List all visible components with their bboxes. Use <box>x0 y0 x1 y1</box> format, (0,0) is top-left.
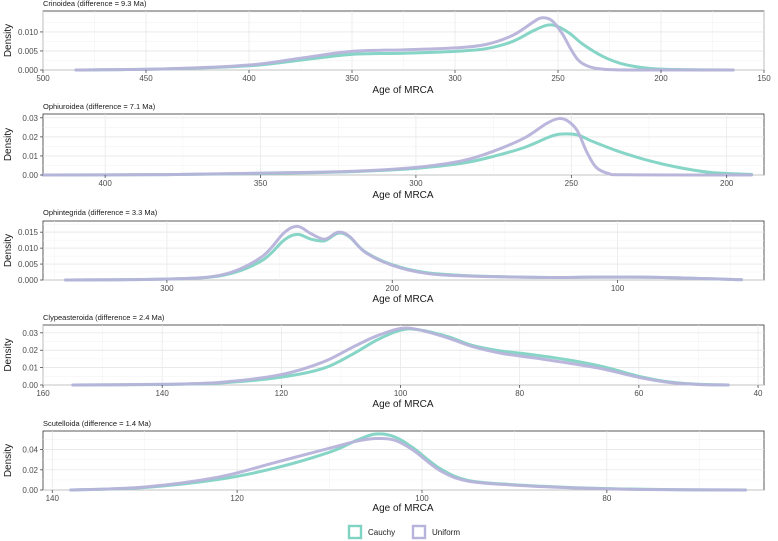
panel-title: Ophintegrida (difference = 3.3 Ma) <box>43 208 158 217</box>
y-tick-label: 0.04 <box>22 446 38 455</box>
x-tick-label: 120 <box>275 389 289 398</box>
x-tick-label: 140 <box>155 389 169 398</box>
plot-area <box>42 113 765 176</box>
y-tick-label: 0.005 <box>18 260 39 269</box>
y-tick-label: 0.015 <box>18 228 39 237</box>
plot-content: 400 350 300 250 200 0.00 0.01 0.02 0.03 <box>22 114 764 188</box>
x-tick-label: 140 <box>46 494 60 503</box>
legend-key-uniform <box>411 524 427 540</box>
x-tick-label: 450 <box>139 74 153 83</box>
panel-ophiuroidea: Ophiuroidea (difference = 7.1 Ma) 400 350… <box>3 102 765 201</box>
x-tick-label: 500 <box>36 74 50 83</box>
panel-title: Scutelloida (difference = 1.4 Ma) <box>43 419 152 428</box>
x-tick-label: 300 <box>409 179 423 188</box>
x-tick-label: 40 <box>754 389 763 398</box>
y-tick-label: 0.02 <box>22 466 38 475</box>
x-tick-label: 120 <box>230 494 244 503</box>
x-tick-label: 160 <box>36 389 50 398</box>
x-tick-label: 350 <box>254 179 268 188</box>
plot-content: 300 200 100 0.000 0.005 0.010 0.015 <box>18 221 764 293</box>
x-tick-label: 100 <box>611 284 625 293</box>
panel-crinoidea: Crinoidea (difference = 9.3 Ma) 500 450 40… <box>3 0 771 96</box>
x-tick-label: 100 <box>415 494 429 503</box>
x-tick-label: 350 <box>345 74 359 83</box>
y-axis-label: Density <box>3 338 14 371</box>
x-tick-label: 400 <box>242 74 256 83</box>
x-tick-label: 150 <box>757 74 771 83</box>
y-tick-label: 0.03 <box>22 329 38 338</box>
x-tick-label: 80 <box>602 494 611 503</box>
series-line-cauchy <box>74 23 735 72</box>
y-tick-label: 0.02 <box>22 133 38 142</box>
x-tick-label: 250 <box>551 74 565 83</box>
y-tick-label: 0.02 <box>22 346 38 355</box>
x-tick-label: 80 <box>515 389 524 398</box>
series-line-uniform <box>71 326 730 387</box>
x-axis-label: Age of MRCA <box>372 294 433 305</box>
plot-content: 140 120 100 80 0.00 0.02 0.04 <box>22 431 764 503</box>
y-tick-label: 0.010 <box>18 28 39 37</box>
legend-key-cauchy <box>347 524 363 540</box>
series-line-uniform <box>69 436 748 492</box>
x-axis-label: Age of MRCA <box>372 190 433 201</box>
panel-title: Clypeasteroida (difference = 2.4 Ma) <box>43 313 165 322</box>
series-line-uniform <box>64 224 743 282</box>
y-tick-label: 0.03 <box>22 114 38 123</box>
legend: Cauchy Uniform <box>347 524 460 540</box>
x-axis-label: Age of MRCA <box>372 85 433 96</box>
panel-title: Ophiuroidea (difference = 7.1 Ma) <box>43 102 156 111</box>
panel-ophintegrida: Ophintegrida (difference = 3.3 Ma) 300 20… <box>3 208 765 305</box>
y-tick-label: 0.010 <box>18 244 39 253</box>
x-tick-label: 200 <box>654 74 668 83</box>
plot-area <box>42 324 765 386</box>
x-tick-label: 250 <box>565 179 579 188</box>
y-tick-label: 0.000 <box>18 276 39 285</box>
series-line-uniform <box>41 116 754 177</box>
y-tick-label: 0.01 <box>22 152 38 161</box>
plot-content: 160 140 120 100 80 60 40 0.00 0.01 0.02 0.03 <box>22 325 764 398</box>
series-line-uniform <box>74 16 735 72</box>
plot-area <box>42 220 765 281</box>
x-tick-label: 200 <box>720 179 734 188</box>
y-tick-label: 0.005 <box>18 47 39 56</box>
x-tick-label: 60 <box>634 389 643 398</box>
y-tick-label: 0.01 <box>22 364 38 373</box>
x-tick-label: 400 <box>98 179 112 188</box>
y-tick-label: 0.00 <box>22 171 38 180</box>
y-tick-label: 0.00 <box>22 381 38 390</box>
x-axis-label: Age of MRCA <box>372 399 433 410</box>
legend-label-uniform: Uniform <box>432 528 460 537</box>
x-tick-label: 100 <box>394 389 408 398</box>
y-tick-label: 0.00 <box>22 486 38 495</box>
y-axis-label: Density <box>3 24 14 57</box>
legend-label-cauchy: Cauchy <box>368 528 395 537</box>
y-axis-label: Density <box>3 444 14 477</box>
x-tick-label: 300 <box>448 74 462 83</box>
y-tick-label: 0.000 <box>18 66 39 75</box>
x-tick-label: 300 <box>160 284 174 293</box>
plot-content: 500 450 400 350 300 250 200 150 0.000 0.005 0.010 <box>18 11 771 83</box>
y-axis-label: Density <box>3 128 14 161</box>
panel-clypeasteroida: Clypeasteroida (difference = 2.4 Ma) 160… <box>3 313 765 410</box>
y-axis-label: Density <box>3 234 14 267</box>
x-axis-label: Age of MRCA <box>372 503 433 514</box>
x-tick-label: 200 <box>386 284 400 293</box>
panel-scutelloida: Scutelloida (difference = 1.4 Ma) 140 120… <box>3 419 765 514</box>
panel-title: Crinoidea (difference = 9.3 Ma) <box>43 0 147 8</box>
